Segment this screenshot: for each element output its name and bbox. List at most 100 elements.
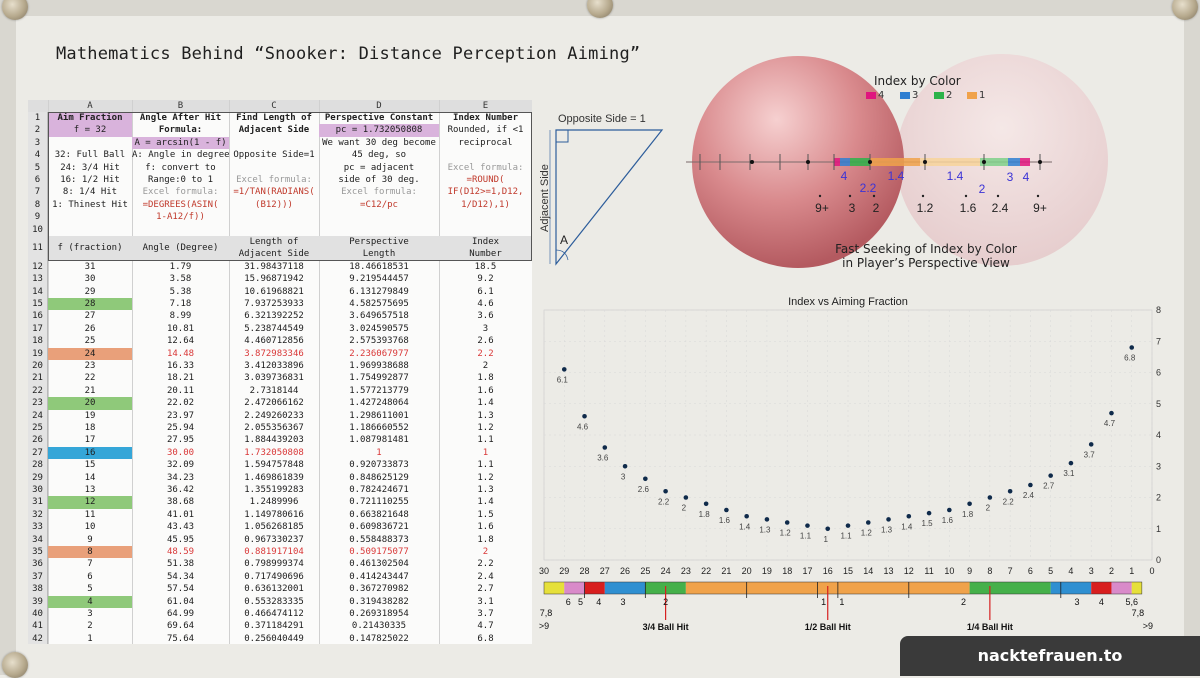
sheet-cell[interactable]: 1.1	[477, 460, 494, 471]
sheet-cell[interactable]: 61.04	[166, 596, 195, 607]
sheet-cell[interactable]: 0.256040449	[244, 633, 304, 644]
row-number[interactable]: 22	[28, 384, 48, 398]
row-number[interactable]: 11	[28, 236, 48, 261]
row-number[interactable]: 42	[28, 632, 48, 644]
sheet-cell[interactable]: Adjacent Side	[238, 249, 310, 260]
sheet-cell[interactable]: 1.8	[477, 373, 494, 384]
sheet-cell[interactable]: pc = adjacent	[343, 162, 415, 173]
sheet-cell[interactable]: Adjacent Side	[238, 125, 310, 136]
sheet-cell[interactable]: 16: 1/2 Hit	[60, 175, 120, 185]
sheet-cell[interactable]: 16.33	[166, 361, 195, 371]
sheet-cell[interactable]	[48, 224, 132, 236]
sheet-cell[interactable]: 36.42	[166, 485, 195, 495]
sheet-cell[interactable]: Excel formula:	[341, 187, 417, 198]
row-number[interactable]: 18	[28, 335, 48, 348]
row-number[interactable]: 37	[28, 570, 48, 584]
row-number[interactable]: 28	[28, 459, 48, 472]
column-letter[interactable]: D	[376, 101, 382, 111]
sheet-cell[interactable]: 1.577213779	[349, 385, 409, 396]
sheet-cell[interactable]: 8.99	[169, 311, 192, 322]
sheet-cell[interactable]: 2.4	[477, 571, 494, 582]
row-number[interactable]: 39	[28, 595, 48, 608]
sheet-cell[interactable]: 3	[482, 323, 489, 334]
sheet-cell[interactable]: 38.68	[166, 497, 195, 508]
row-number[interactable]: 40	[28, 608, 48, 621]
sheet-cell[interactable]: 0.798999374	[244, 559, 304, 570]
sheet-cell[interactable]: 2.2	[477, 559, 494, 570]
sheet-cell[interactable]	[132, 224, 229, 236]
row-number[interactable]: 12	[28, 260, 48, 274]
sheet-cell[interactable]: 1.4	[477, 398, 494, 409]
sheet-cell[interactable]: 0.553283335	[244, 596, 304, 607]
row-number[interactable]: 41	[28, 620, 48, 633]
sheet-cell[interactable]: 27	[84, 311, 96, 322]
row-number[interactable]: 2	[28, 124, 48, 137]
sheet-cell[interactable]: 1-A12/f))	[156, 212, 205, 223]
sheet-cell[interactable]	[229, 224, 319, 236]
sheet-cell[interactable]: 1.186660552	[349, 423, 409, 433]
sheet-cell[interactable]: 23.97	[166, 410, 195, 421]
sheet-cell[interactable]: 41.01	[166, 509, 195, 520]
sheet-cell[interactable]: 7.18	[169, 299, 192, 309]
sheet-cell[interactable]	[439, 224, 532, 236]
sheet-cell[interactable]: 1.6	[477, 522, 494, 533]
sheet-cell[interactable]: 1.1	[477, 435, 494, 446]
sheet-cell[interactable]: 3.412033896	[244, 361, 304, 371]
sheet-cell[interactable]: 1	[482, 447, 489, 458]
sheet-cell[interactable]: 27.95	[166, 435, 195, 446]
sheet-cell[interactable]: 2.236067977	[349, 348, 409, 359]
row-number[interactable]: 31	[28, 496, 48, 509]
sheet-cell[interactable]: 7.937253933	[244, 299, 304, 309]
sheet-cell[interactable]: 1.6	[477, 385, 494, 396]
sheet-cell[interactable]: 1.754992877	[349, 373, 409, 384]
sheet-cell[interactable]: 1.355199283	[244, 485, 304, 495]
sheet-cell[interactable]: (B12)))	[255, 199, 293, 210]
sheet-cell[interactable]: 24: 3/4 Hit	[60, 162, 120, 173]
sheet-cell[interactable]: 13	[84, 485, 96, 495]
row-number[interactable]: 26	[28, 434, 48, 447]
row-number[interactable]: 24	[28, 409, 48, 422]
sheet-cell[interactable]: 4.582575695	[349, 299, 409, 309]
sheet-cell[interactable]: 9.219544457	[349, 274, 409, 285]
sheet-cell[interactable]: Length of	[249, 237, 299, 247]
sheet-cell[interactable]: A = arcsin(1 - f)	[132, 136, 229, 150]
sheet-cell[interactable]: 18.21	[166, 373, 195, 384]
sheet-cell[interactable]: 23	[84, 361, 96, 371]
sheet-cell[interactable]: 4.6	[477, 299, 494, 309]
sheet-cell[interactable]: 22	[84, 373, 96, 384]
sheet-cell[interactable]: Formula:	[158, 125, 203, 136]
sheet-cell[interactable]: 16	[48, 446, 132, 460]
sheet-cell[interactable]: 3.872983346	[244, 348, 304, 359]
sheet-cell[interactable]: 0.367270982	[349, 584, 409, 595]
row-number[interactable]: 14	[28, 285, 48, 298]
sheet-cell[interactable]: 4.460712856	[244, 336, 304, 347]
sheet-cell[interactable]: 48.59	[166, 547, 195, 557]
sheet-cell[interactable]: 4	[48, 595, 132, 608]
row-number[interactable]: 19	[28, 347, 48, 360]
sheet-cell[interactable]: 2.249260233	[244, 410, 304, 421]
sheet-cell[interactable]: 20	[48, 397, 132, 410]
row-number[interactable]: 29	[28, 471, 48, 484]
sheet-cell[interactable]: 1.298611001	[349, 410, 409, 421]
sheet-cell[interactable]: 3.649657518	[349, 311, 409, 322]
sheet-cell[interactable]: f (fraction)	[57, 243, 123, 253]
sheet-cell[interactable]: 1.056268185	[244, 522, 304, 533]
sheet-cell[interactable]: 0.414243447	[349, 571, 409, 582]
column-letter[interactable]: B	[177, 101, 184, 111]
sheet-cell[interactable]: side of 30 deg.	[338, 175, 420, 185]
sheet-cell[interactable]	[319, 211, 439, 223]
sheet-cell[interactable]: 1/D12),1)	[461, 199, 510, 210]
sheet-cell[interactable]: 1.087981481	[349, 435, 409, 446]
sheet-cell[interactable]: 14	[84, 472, 96, 483]
row-number[interactable]: 4	[28, 149, 48, 162]
sheet-cell[interactable]: 0.461302504	[349, 559, 409, 570]
sheet-cell[interactable]: 0.319438282	[349, 596, 409, 607]
sheet-cell[interactable]: 0.509175077	[349, 547, 409, 557]
sheet-cell[interactable]: 2.7	[477, 584, 494, 595]
sheet-cell[interactable]: 15.96871942	[244, 274, 304, 285]
sheet-cell[interactable]: 3.1	[477, 596, 494, 607]
sheet-cell[interactable]: 32.09	[166, 460, 195, 471]
row-number[interactable]: 8	[28, 198, 48, 212]
sheet-cell[interactable]: 9	[87, 534, 93, 545]
row-number[interactable]: 5	[28, 161, 48, 174]
